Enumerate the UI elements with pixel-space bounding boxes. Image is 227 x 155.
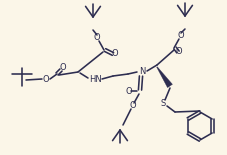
Text: O: O bbox=[126, 86, 132, 95]
Text: O: O bbox=[176, 46, 182, 55]
Text: O: O bbox=[94, 33, 100, 42]
Text: N: N bbox=[139, 67, 145, 77]
Text: O: O bbox=[178, 31, 184, 40]
Text: O: O bbox=[43, 75, 49, 84]
Text: S: S bbox=[160, 98, 166, 108]
Text: O: O bbox=[112, 49, 118, 58]
Text: O: O bbox=[60, 64, 66, 73]
Text: O: O bbox=[130, 100, 136, 109]
Text: HN: HN bbox=[89, 75, 101, 84]
Polygon shape bbox=[157, 67, 173, 88]
